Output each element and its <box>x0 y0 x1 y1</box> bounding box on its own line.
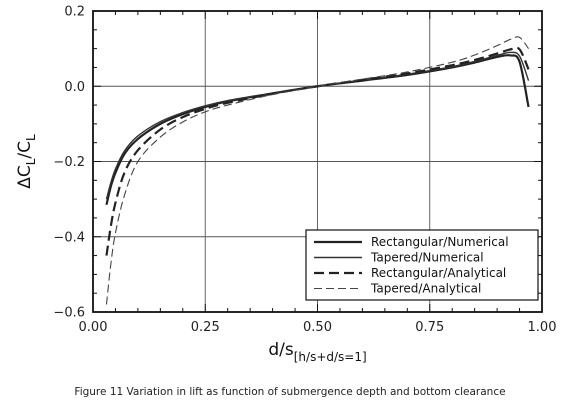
y-tick-label: 0.2 <box>64 5 85 20</box>
y-axis-label-main: ΔC <box>15 165 35 189</box>
legend-label: Tapered/Analytical <box>370 282 481 296</box>
x-tick-label: 0.50 <box>303 320 332 335</box>
y-axis-label: ΔCL/CL <box>15 134 38 189</box>
series-line-4 <box>105 36 529 305</box>
figure-caption: Figure 11 Variation in lift as function … <box>74 386 506 398</box>
y-tick-label: −0.4 <box>53 230 85 245</box>
y-tick-label: −0.6 <box>53 306 85 321</box>
x-tick-label: 1.00 <box>528 320 557 335</box>
legend-label: Rectangular/Analytical <box>371 266 506 280</box>
x-axis-label-subscript: [h/s+d/s=1] <box>294 350 367 364</box>
y-axis-label-sub2: L <box>24 134 38 141</box>
series-line-3 <box>105 46 530 256</box>
y-axis-label-sub1: L <box>24 158 38 165</box>
legend-label: Tapered/Numerical <box>370 251 484 265</box>
x-axis-label-main: d/s <box>268 340 294 360</box>
x-tick-label: 0.25 <box>191 320 220 335</box>
y-tick-label: −0.2 <box>53 155 85 170</box>
legend-label: Rectangular/Numerical <box>371 235 509 249</box>
series-lines <box>105 36 530 305</box>
x-axis-label: d/s[h/s+d/s=1] <box>268 340 366 364</box>
axis-ticks: 0.00 0.25 0.50 0.75 1.00 −0.6 −0.4 −0.2 0.0 0.2 <box>53 5 556 336</box>
legend: Rectangular/Numerical Tapered/NumericalRe… <box>305 229 539 301</box>
y-tick-label: 0.0 <box>64 80 85 95</box>
legend-items: Rectangular/Numerical Tapered/NumericalRe… <box>314 235 509 296</box>
y-axis-label-slash: /C <box>15 141 35 159</box>
x-tick-label: 0.00 <box>79 320 108 335</box>
x-tick-label: 0.75 <box>415 320 444 335</box>
